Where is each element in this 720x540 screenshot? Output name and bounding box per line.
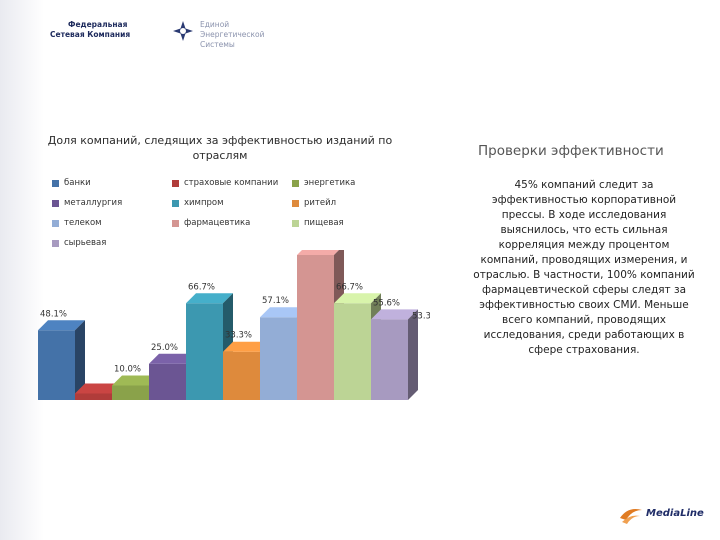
legend-label: сырьевая	[64, 238, 107, 248]
bar-top	[260, 307, 307, 318]
bar-top	[371, 309, 418, 320]
bar-front	[75, 393, 112, 400]
bar-top	[223, 341, 270, 352]
legend-swatch	[292, 219, 299, 227]
bar-side	[75, 320, 85, 400]
legend-label: пищевая	[304, 218, 344, 228]
legend-item: страховые компании	[172, 178, 278, 188]
legend-label: энергетика	[304, 178, 356, 188]
bar-top	[112, 375, 159, 386]
legend-item: энергетика	[292, 178, 355, 188]
bar-top	[38, 320, 85, 331]
bar-front	[149, 363, 186, 400]
left-decor-strip	[0, 0, 44, 540]
legend-item: телеком	[52, 218, 102, 228]
star-emblem-icon	[173, 21, 193, 41]
bar-front	[334, 303, 371, 400]
header-logo: Федеральная Сетевая Компания Единой Энер…	[48, 18, 278, 49]
logo-left-line1: Федеральная	[68, 20, 128, 29]
bar-value-label: 66.7%	[336, 282, 363, 292]
bar-value-label: 55.6%	[373, 298, 400, 308]
bar-value-label: 57.1%	[262, 296, 289, 306]
bar-front	[112, 385, 149, 400]
bar-top	[297, 250, 339, 255]
legend-swatch	[292, 199, 299, 207]
bar-top	[334, 293, 381, 304]
legend-swatch	[52, 219, 59, 227]
bar-top	[75, 383, 122, 394]
legend-swatch	[292, 179, 299, 187]
legend-swatch	[172, 199, 179, 207]
chart-legend: банки страховые компании энергетика металлу…	[52, 178, 412, 258]
legend-swatch	[52, 199, 59, 207]
bar-front	[186, 303, 223, 400]
logo-left-line2: Сетевая Компания	[50, 30, 131, 39]
legend-item: ритейл	[292, 198, 336, 208]
medialine-logo: MediaLine	[618, 504, 708, 528]
bar-value-label: 48.1%	[40, 309, 67, 319]
legend-label: страховые компании	[184, 178, 279, 188]
chart-title: Доля компаний, следящих за эффективность…	[47, 134, 393, 162]
logo-right-line1: Единой	[200, 20, 230, 29]
legend-label: телеком	[64, 218, 102, 228]
bar-front	[297, 255, 334, 400]
bar-value-label: 25.0%	[151, 343, 178, 353]
bar-top	[149, 353, 196, 364]
legend-item: банки	[52, 178, 91, 188]
extra-value-label: 53.3%	[412, 312, 430, 322]
legend-label: металлургия	[64, 198, 123, 208]
bar-value-label: 66.7%	[188, 282, 215, 292]
bar-front	[371, 319, 408, 400]
legend-label: фармацевтика	[184, 218, 251, 228]
bar-value-label: 10.0%	[114, 365, 141, 375]
bar-front	[38, 330, 75, 400]
legend-swatch	[172, 179, 179, 187]
bar-top	[186, 293, 233, 304]
legend-item: пищевая	[292, 218, 344, 228]
legend-swatch	[52, 239, 59, 247]
side-body-text: 45% компаний следит за эффективностью ко…	[473, 179, 695, 356]
legend-item: фармацевтика	[172, 218, 250, 228]
bar-side	[408, 309, 418, 400]
legend-label: химпром	[184, 198, 224, 208]
legend-item: химпром	[172, 198, 224, 208]
bar-chart: 48.1%10.0%25.0%66.7%33.3%57.1%100.0%66.7…	[38, 250, 430, 400]
bar-front	[260, 317, 297, 400]
legend-item: сырьевая	[52, 238, 106, 248]
legend-label: банки	[64, 178, 91, 188]
legend-swatch	[172, 219, 179, 227]
bar-front	[223, 351, 260, 400]
legend-label: ритейл	[304, 198, 337, 208]
logo-right-line2: Энергетической Системы	[200, 30, 265, 49]
medialine-swoosh-icon	[620, 509, 642, 524]
bar-value-label: 33.3%	[225, 331, 252, 341]
side-title: Проверки эффективности	[478, 143, 664, 159]
brand-name: MediaLine	[646, 508, 704, 519]
legend-item: металлургия	[52, 198, 122, 208]
legend-swatch	[52, 179, 59, 187]
